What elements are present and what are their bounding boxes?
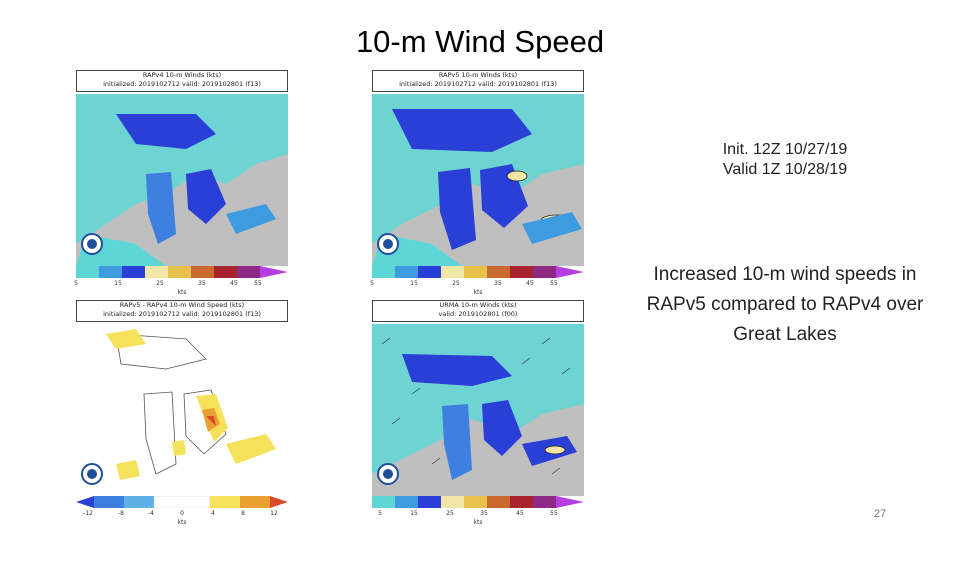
colorbar (76, 266, 288, 278)
colorbar-unit: kts (473, 289, 483, 296)
colorbar-tick: 35 (480, 510, 488, 517)
colorbar-tick: 55 (254, 280, 262, 287)
colorbar-tick: 15 (410, 510, 418, 517)
colorbar (372, 496, 584, 508)
colorbar-ticks: -12 -8 -4 0 4 8 12 (76, 510, 288, 520)
noaa-logo-icon (377, 233, 399, 255)
map-urma-wind (372, 324, 584, 496)
panel-header: URMA 10-m Winds (kts) valid: 2019102801 … (372, 300, 584, 322)
panel-header: RAPv4 10-m Winds (kts) initialized: 2019… (76, 70, 288, 92)
colorbar-unit: kts (177, 519, 187, 526)
colorbar-ticks: 5 15 25 35 45 55 (372, 510, 584, 520)
colorbar-tick: 8 (241, 510, 245, 517)
colorbar-unit: kts (177, 289, 187, 296)
colorbar-tick: 5 (378, 510, 382, 517)
panel-valid-time: initialized: 2019102712 valid: 201910280… (103, 310, 261, 318)
init-time-text: Init. 12Z 10/27/19 (722, 141, 848, 158)
colorbar-tick: 45 (516, 510, 524, 517)
colorbar-tick: 15 (410, 280, 418, 287)
noaa-logo-icon (81, 233, 103, 255)
panel-title: RAPv4 10-m Winds (kts) (142, 71, 222, 79)
slide-title: 10-m Wind Speed (355, 24, 605, 59)
panel-valid-time: initialized: 2019102712 valid: 201910280… (103, 80, 261, 88)
colorbar-unit: kts (473, 519, 483, 526)
colorbar-tick: 35 (198, 280, 206, 287)
map-wind-speed-difference (76, 324, 288, 496)
colorbar-tick: 55 (550, 510, 558, 517)
colorbar-tick: -4 (148, 510, 154, 517)
colorbar-tick: 4 (211, 510, 215, 517)
colorbar (76, 496, 288, 508)
colorbar-ticks: 5 15 25 35 45 55 (74, 280, 288, 290)
colorbar-tick: -8 (118, 510, 124, 517)
colorbar-tick: 5 (370, 280, 374, 287)
colorbar-tick: 45 (526, 280, 534, 287)
panel-title: RAPv5 - RAPv4 10-m Wind Speed (kts) (119, 301, 245, 309)
colorbar-tick: 55 (550, 280, 558, 287)
panel-title: URMA 10-m Winds (kts) (439, 301, 517, 309)
colorbar-tick: 25 (446, 510, 454, 517)
colorbar-tick: -12 (83, 510, 93, 517)
colorbar-ticks: 5 15 25 35 45 55 (370, 280, 584, 290)
summary-text: Increased 10-m wind speeds in RAPv5 comp… (646, 264, 924, 345)
panel-valid-time: valid: 2019102801 (f00) (438, 310, 518, 318)
map-rapv4-wind (76, 94, 288, 266)
panel-title: RAPv5 10-m Winds (kts) (438, 71, 518, 79)
panel-header: RAPv5 - RAPv4 10-m Wind Speed (kts) init… (76, 300, 288, 322)
colorbar-tick: 5 (74, 280, 78, 287)
map-rapv5-wind (372, 94, 584, 266)
noaa-logo-icon (377, 463, 399, 485)
noaa-logo-icon (81, 463, 103, 485)
page-number: 27 (873, 508, 887, 520)
colorbar-tick: 0 (180, 510, 184, 517)
forecast-time-note: Init. 12Z 10/27/19 Valid 1Z 10/28/19 (660, 140, 910, 180)
wind-barbs (381, 337, 571, 475)
colorbar-tick: 45 (230, 280, 238, 287)
valid-time-text: Valid 1Z 10/28/19 (722, 161, 848, 178)
panel-header: RAPv5 10-m Winds (kts) initialized: 2019… (372, 70, 584, 92)
colorbar-tick: 35 (494, 280, 502, 287)
panel-valid-time: initialized: 2019102712 valid: 201910280… (399, 80, 557, 88)
colorbar-tick: 25 (156, 280, 164, 287)
colorbar-tick: 15 (114, 280, 122, 287)
colorbar-tick: 12 (270, 510, 278, 517)
colorbar (372, 266, 584, 278)
colorbar-tick: 25 (452, 280, 460, 287)
